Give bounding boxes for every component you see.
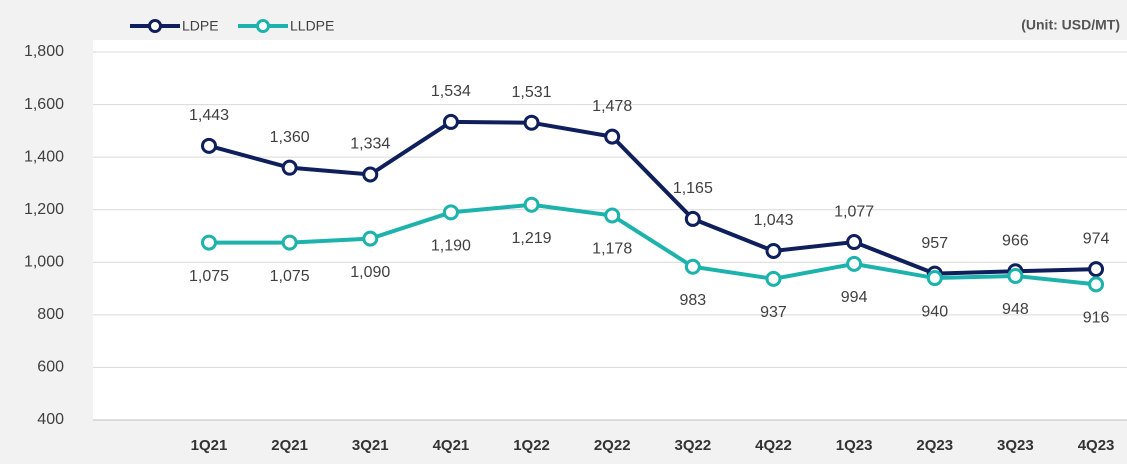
data-label: 948 <box>1002 301 1029 318</box>
data-label: 1,531 <box>512 84 552 101</box>
data-label: 1,043 <box>753 212 793 229</box>
x-tick-label: 3Q23 <box>997 437 1034 454</box>
x-tick-label: 4Q21 <box>433 437 470 454</box>
data-label: 957 <box>921 235 948 252</box>
point <box>281 159 298 176</box>
data-label: 1,534 <box>431 83 471 100</box>
y-tick-label: 400 <box>37 411 64 428</box>
x-tick-label: 2Q21 <box>271 437 308 454</box>
point <box>846 234 863 251</box>
data-label: 1,443 <box>189 107 229 124</box>
y-tick-label: 800 <box>37 306 64 323</box>
point <box>201 137 217 154</box>
x-tick-label: 4Q22 <box>755 437 792 454</box>
y-tick-label: 1,400 <box>24 148 64 165</box>
y-tick-label: 1,600 <box>24 96 64 113</box>
x-tick-label: 2Q23 <box>916 437 953 454</box>
data-label: 983 <box>679 292 706 309</box>
data-label: 1,478 <box>592 98 632 115</box>
data-label: 1,075 <box>189 268 229 285</box>
point <box>1088 261 1105 278</box>
data-label: 940 <box>921 303 948 320</box>
y-tick-label: 600 <box>37 359 64 376</box>
point <box>765 270 782 287</box>
data-label: 1,190 <box>431 238 471 255</box>
data-label: 974 <box>1083 230 1110 247</box>
data-label: 916 <box>1083 310 1110 327</box>
series-line <box>209 202 1097 287</box>
point <box>1088 276 1105 293</box>
x-tick-label: 2Q22 <box>594 437 631 454</box>
data-label: 1,334 <box>350 136 390 153</box>
legend-marker <box>256 19 270 33</box>
point <box>846 255 863 272</box>
point <box>604 128 621 145</box>
legend-label: LLDPE <box>290 18 334 34</box>
data-label: 937 <box>760 304 787 321</box>
y-tick-label: 1,800 <box>24 43 64 60</box>
data-label: 1,178 <box>592 241 632 258</box>
data-label: 1,165 <box>673 180 713 197</box>
x-tick-label: 4Q23 <box>1078 437 1115 454</box>
legend-label: LDPE <box>182 18 219 34</box>
data-label: 1,090 <box>350 264 390 281</box>
point <box>281 234 298 251</box>
point <box>362 166 379 183</box>
x-tick-label: 3Q21 <box>352 437 389 454</box>
unit-note: (Unit: USD/MT) <box>1021 17 1120 33</box>
point <box>201 234 217 251</box>
point <box>684 258 701 275</box>
data-label: 1,077 <box>834 203 874 220</box>
point <box>442 204 459 221</box>
legend-marker <box>148 19 162 33</box>
data-label: 1,360 <box>270 129 310 146</box>
x-tick-label: 1Q23 <box>836 437 873 454</box>
y-tick-label: 1,200 <box>24 201 64 218</box>
x-tick-label: 1Q21 <box>191 437 228 454</box>
point <box>523 196 540 213</box>
y-tick-label: 1,000 <box>24 254 64 271</box>
data-label: 966 <box>1002 232 1029 249</box>
data-label: 1,219 <box>512 230 552 247</box>
series-line <box>208 119 1097 276</box>
plot-area <box>93 40 1127 420</box>
point <box>765 242 782 259</box>
point <box>1007 267 1024 284</box>
data-label: 994 <box>841 289 868 306</box>
x-tick-label: 3Q22 <box>674 437 711 454</box>
point <box>604 207 621 224</box>
point <box>362 230 379 247</box>
point <box>684 210 701 227</box>
point <box>442 113 459 130</box>
point <box>523 114 540 131</box>
data-label: 1,075 <box>270 268 310 285</box>
x-tick-label: 1Q22 <box>513 437 550 454</box>
point <box>926 270 943 287</box>
